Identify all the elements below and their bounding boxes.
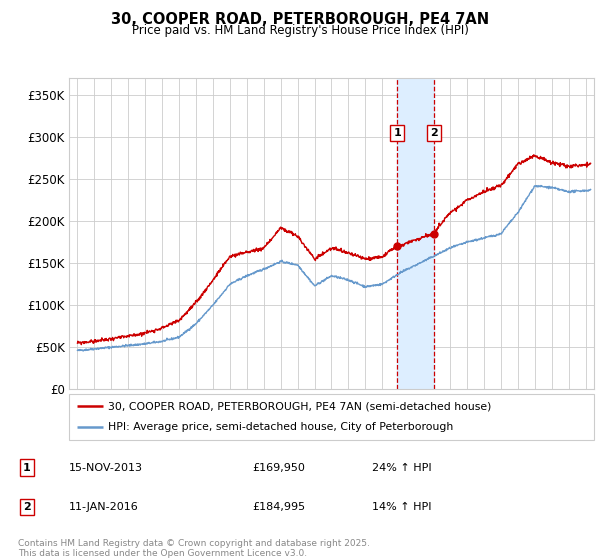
Text: 24% ↑ HPI: 24% ↑ HPI (372, 463, 431, 473)
Text: £184,995: £184,995 (252, 502, 305, 512)
Text: 15-NOV-2013: 15-NOV-2013 (69, 463, 143, 473)
Text: 30, COOPER ROAD, PETERBOROUGH, PE4 7AN (semi-detached house): 30, COOPER ROAD, PETERBOROUGH, PE4 7AN (… (109, 401, 492, 411)
Text: Contains HM Land Registry data © Crown copyright and database right 2025.
This d: Contains HM Land Registry data © Crown c… (18, 539, 370, 558)
Text: 11-JAN-2016: 11-JAN-2016 (69, 502, 139, 512)
Text: 2: 2 (23, 502, 31, 512)
Text: HPI: Average price, semi-detached house, City of Peterborough: HPI: Average price, semi-detached house,… (109, 422, 454, 432)
Text: Price paid vs. HM Land Registry's House Price Index (HPI): Price paid vs. HM Land Registry's House … (131, 24, 469, 37)
Bar (397, 78, 434, 389)
Text: £169,950: £169,950 (252, 463, 305, 473)
Text: 30, COOPER ROAD, PETERBOROUGH, PE4 7AN: 30, COOPER ROAD, PETERBOROUGH, PE4 7AN (111, 12, 489, 27)
Text: 1: 1 (394, 128, 401, 138)
FancyBboxPatch shape (69, 394, 594, 440)
Text: 2: 2 (430, 128, 437, 138)
Text: 1: 1 (23, 463, 31, 473)
Text: 14% ↑ HPI: 14% ↑ HPI (372, 502, 431, 512)
